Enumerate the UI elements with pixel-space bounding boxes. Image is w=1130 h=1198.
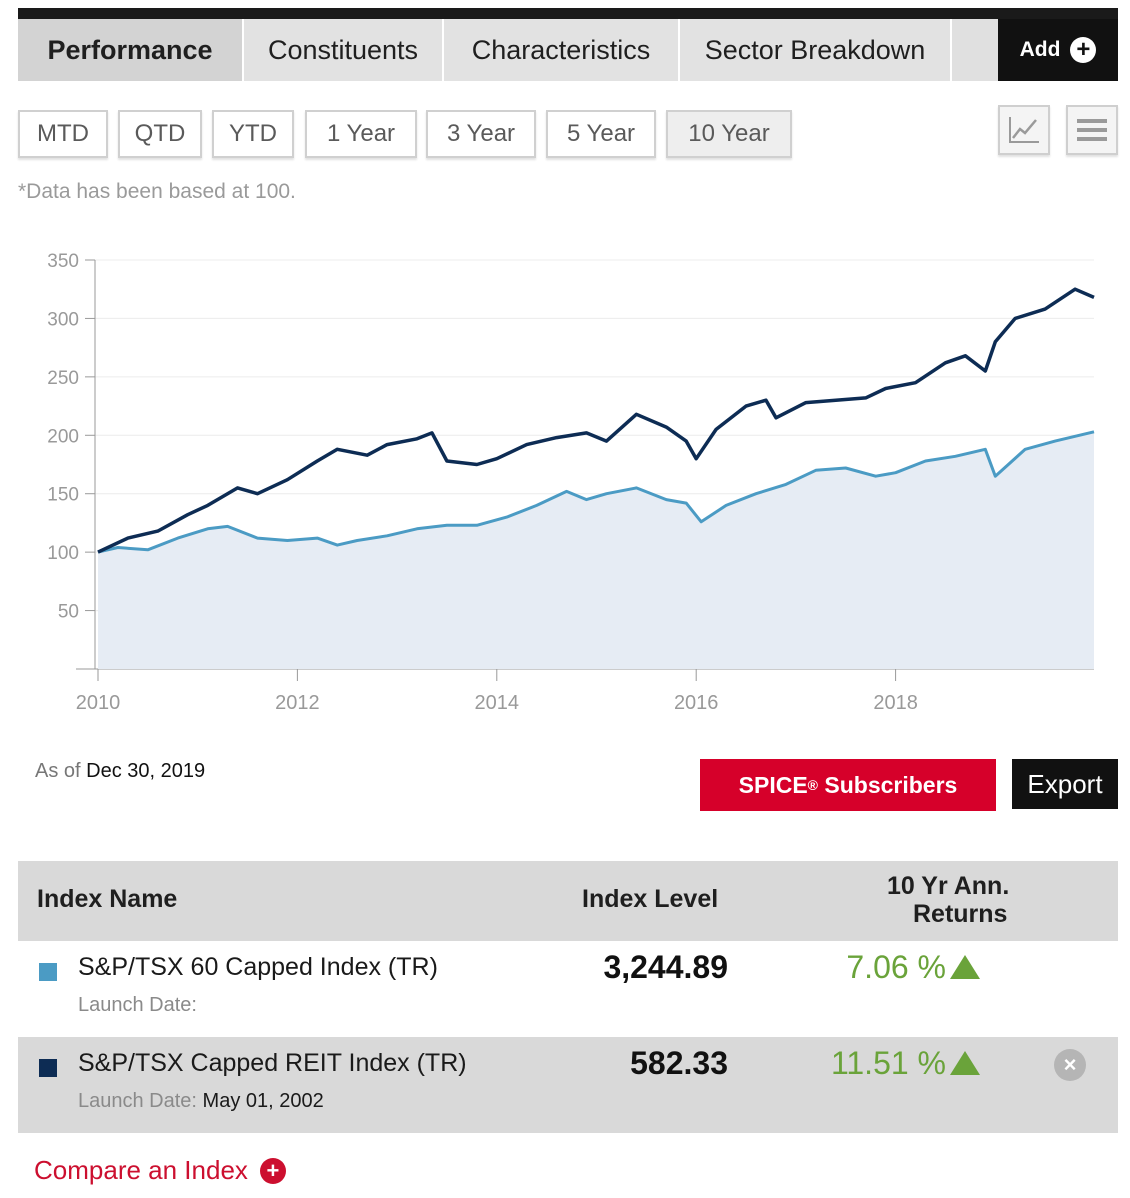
table-row: S&P/TSX Capped REIT Index (TR) Launch Da… [18,1037,1118,1133]
y-tick-label: 350 [47,251,79,272]
table-header: Index Name Index Level 10 Yr Ann. Return… [18,861,1118,941]
index-level: 582.33 [630,1045,728,1081]
range-mtd-button[interactable]: MTD [18,110,108,158]
tab-sector-breakdown[interactable]: Sector Breakdown [680,19,952,81]
annual-return-value: 11.51 % [830,1045,946,1081]
col-returns-line2: Returns [913,900,1008,928]
x-tick-label: 2018 [873,692,918,714]
tab-characteristics[interactable]: Characteristics [444,19,680,81]
y-tick-label: 100 [47,543,79,564]
spice-suffix: Subscribers [818,771,958,798]
launch-date-value: May 01, 2002 [202,1090,324,1112]
spice-label: SPICE [738,771,808,798]
range-10-year-button[interactable]: 10 Year [666,110,792,158]
range-3-year-button[interactable]: 3 Year [426,110,536,158]
annual-return: 7.06 % [846,949,980,986]
export-button[interactable]: Export [1012,759,1118,809]
menu-icon [1077,119,1107,141]
series-line [97,430,1095,554]
x-tick-label: 2010 [76,692,121,714]
x-tick-label: 2014 [475,692,520,714]
tab-bar: Performance Constituents Characteristics… [18,19,1118,81]
compare-label: Compare an Index [34,1155,248,1185]
launch-label: Launch Date: [78,994,197,1016]
launch-label: Launch Date: [78,1090,197,1112]
as-of-text: As of Dec 30, 2019 [35,760,205,783]
index-level: 3,244.89 [603,949,728,985]
y-tick-label: 300 [47,309,79,330]
data-note: *Data has been based at 100. [18,180,296,203]
y-tick-label: 250 [47,368,79,389]
plus-icon: + [259,1157,286,1184]
registered-mark: ® [807,777,818,793]
table-view-button[interactable] [1066,105,1118,155]
x-tick-label: 2012 [275,692,320,714]
table-row: S&P/TSX 60 Capped Index (TR) Launch Date… [18,941,1118,1037]
col-index-level: Index Level [582,885,719,913]
col-returns-line1: 10 Yr Ann. [887,872,1010,900]
spice-subscribers-button[interactable]: SPICE ® Subscribers [700,759,996,811]
series-line [97,287,1095,554]
performance-chart: 50 100 150 200 250 300 350 2010 2012 2014 2016 2018 [47,251,1095,714]
col-index-name: Index Name [37,885,178,913]
remove-index-button[interactable]: × [1054,1049,1086,1081]
series-area-fill [98,431,1094,669]
up-arrow-icon [950,955,980,979]
add-label: Add [1019,38,1061,61]
series-color-swatch [39,1059,57,1077]
compare-index-link[interactable]: Compare an Index + [34,1155,286,1186]
series-color-swatch [39,963,57,981]
range-5-year-button[interactable]: 5 Year [546,110,656,158]
launch-date: Launch Date: May 01, 2002 [78,1090,324,1113]
index-name: S&P/TSX 60 Capped Index (TR) [78,953,438,981]
annual-return: 11.51 % [831,1045,980,1082]
range-1-year-button[interactable]: 1 Year [305,110,417,158]
range-qtd-button[interactable]: QTD [118,110,202,158]
top-bar [18,8,1118,19]
range-ytd-button[interactable]: YTD [212,110,294,158]
as-of-date: Dec 30, 2019 [86,760,206,782]
index-name: S&P/TSX Capped REIT Index (TR) [78,1049,467,1077]
plus-icon: + [1070,37,1097,63]
add-button[interactable]: Add + [998,19,1118,81]
annual-return-value: 7.06 % [846,949,946,985]
x-tick-label: 2016 [674,692,719,714]
line-chart-icon [1009,117,1039,143]
as-of-label: As of [35,760,81,782]
y-tick-label: 150 [47,485,79,506]
line-chart-view-button[interactable] [998,105,1050,155]
up-arrow-icon [950,1051,980,1075]
launch-date: Launch Date: [78,994,197,1017]
close-icon: × [1063,1052,1077,1077]
tab-constituents[interactable]: Constituents [244,19,444,81]
active-tab-pointer [108,61,160,77]
y-tick-label: 50 [58,602,79,623]
y-tick-label: 200 [47,426,79,447]
